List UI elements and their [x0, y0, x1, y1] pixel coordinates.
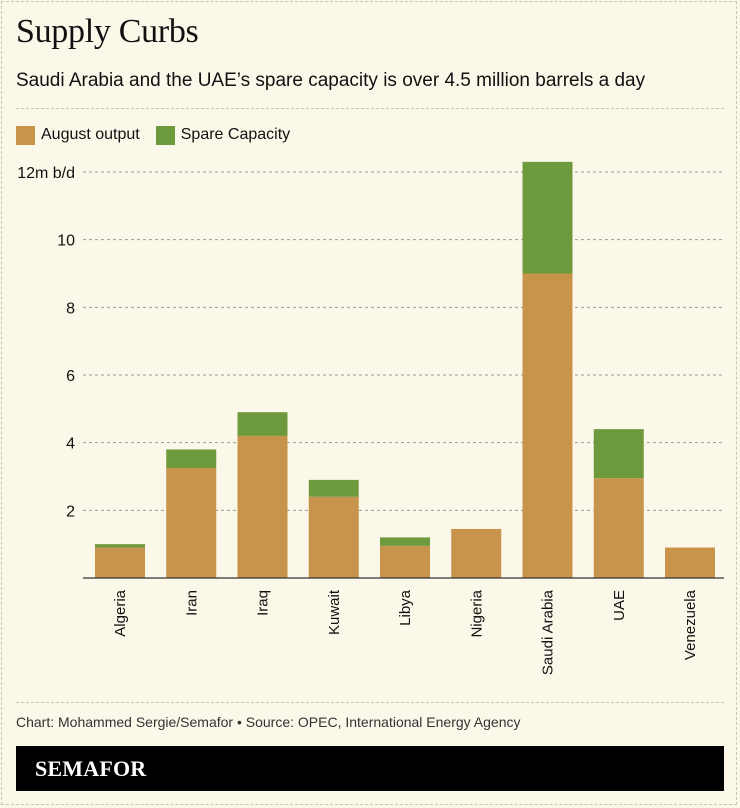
x-tick-label: Kuwait	[326, 589, 343, 635]
y-tick-label: 6	[66, 368, 75, 385]
bar-spare	[593, 429, 644, 479]
bar-spare	[237, 412, 288, 436]
chart-subtitle: Saudi Arabia and the UAE’s spare capacit…	[16, 70, 646, 91]
bar-output	[166, 468, 217, 578]
bar-output	[665, 547, 715, 578]
x-tick-label: Iran	[183, 590, 200, 616]
x-tick-label: Algeria	[112, 589, 129, 636]
x-tick-label: Saudi Arabia	[540, 589, 557, 675]
legend-swatch-output	[16, 125, 35, 145]
bar-output	[237, 435, 288, 578]
y-tick-label: 12m b/d	[17, 165, 75, 182]
bar-spare	[95, 544, 145, 548]
x-tick-label: UAE	[611, 590, 628, 621]
bar-output	[95, 547, 145, 578]
bar-output	[451, 528, 502, 578]
bar-output	[380, 545, 430, 578]
x-tick-label: Iraq	[255, 590, 272, 616]
divider-bottom	[16, 702, 724, 703]
bar-spare	[380, 537, 430, 546]
legend-label-spare: Spare Capacity	[180, 126, 291, 143]
legend-item-spare: Spare Capacity	[155, 125, 291, 145]
legend-item-output: August output	[16, 125, 140, 145]
bar-spare	[166, 449, 217, 469]
y-tick-label: 2	[66, 503, 75, 520]
x-tick-label: Libya	[397, 589, 414, 626]
bar-output	[593, 478, 644, 578]
bar-spare	[308, 479, 359, 497]
bar-chart: 2 4 6 8 10 12m b/d Algeria Iran Iraq Kuwait Libya N…	[17, 161, 724, 675]
bar-spare	[522, 161, 573, 274]
chart-title: Supply Curbs	[16, 13, 199, 50]
x-tick-label: Venezuela	[682, 589, 699, 660]
x-tick-label: Nigeria	[468, 589, 485, 637]
divider-top	[16, 108, 724, 109]
bar-output	[522, 273, 573, 578]
brand-bar: SEMAFOR	[16, 746, 724, 791]
legend-label-output: August output	[41, 126, 140, 143]
chart-credit: Chart: Mohammed Sergie/Semafor • Source:…	[16, 714, 521, 730]
legend: August output Spare Capacity	[16, 124, 306, 146]
brand-logo: SEMAFOR	[35, 755, 147, 781]
y-tick-label: 8	[66, 300, 75, 317]
legend-swatch-spare	[155, 125, 175, 145]
y-tick-label: 10	[57, 233, 75, 250]
y-tick-label: 4	[66, 436, 75, 453]
bar-output	[308, 496, 359, 578]
